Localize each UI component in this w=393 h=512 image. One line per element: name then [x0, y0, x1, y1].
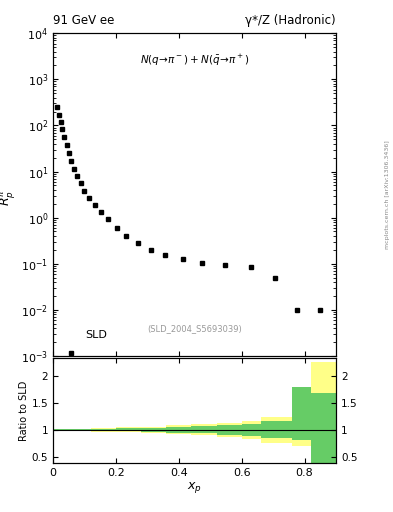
- Text: mcplots.cern.ch [arXiv:1306.3436]: mcplots.cern.ch [arXiv:1306.3436]: [385, 140, 389, 249]
- Bar: [242, 423, 261, 436]
- Bar: [141, 426, 166, 433]
- Bar: [116, 428, 141, 432]
- Bar: [72, 429, 91, 431]
- Bar: [191, 426, 217, 434]
- Bar: [217, 422, 242, 437]
- Text: 91 GeV ee: 91 GeV ee: [53, 14, 114, 27]
- Bar: [141, 428, 166, 432]
- Bar: [191, 424, 217, 436]
- Y-axis label: $R_p^{\pi^-}$: $R_p^{\pi^-}$: [0, 183, 18, 206]
- Text: (SLD_2004_S5693039): (SLD_2004_S5693039): [147, 324, 242, 333]
- Bar: [91, 429, 116, 431]
- Bar: [116, 429, 141, 431]
- X-axis label: $x_p$: $x_p$: [187, 480, 202, 495]
- Bar: [91, 428, 116, 432]
- Bar: [166, 427, 191, 433]
- Bar: [53, 429, 72, 431]
- Text: γ*/Z (Hadronic): γ*/Z (Hadronic): [245, 14, 336, 27]
- Bar: [166, 425, 191, 434]
- Text: SLD: SLD: [86, 330, 107, 340]
- Bar: [72, 429, 91, 431]
- Bar: [261, 417, 292, 443]
- Bar: [242, 421, 261, 439]
- Bar: [311, 393, 336, 462]
- Y-axis label: Ratio to SLD: Ratio to SLD: [19, 381, 29, 441]
- Bar: [261, 421, 292, 438]
- Bar: [292, 414, 311, 446]
- Bar: [292, 387, 311, 440]
- Bar: [217, 425, 242, 435]
- Bar: [311, 362, 336, 450]
- Text: $N(q\!\to\!\pi^-)+N(\bar{q}\!\to\!\pi^+)$: $N(q\!\to\!\pi^-)+N(\bar{q}\!\to\!\pi^+)…: [140, 53, 249, 68]
